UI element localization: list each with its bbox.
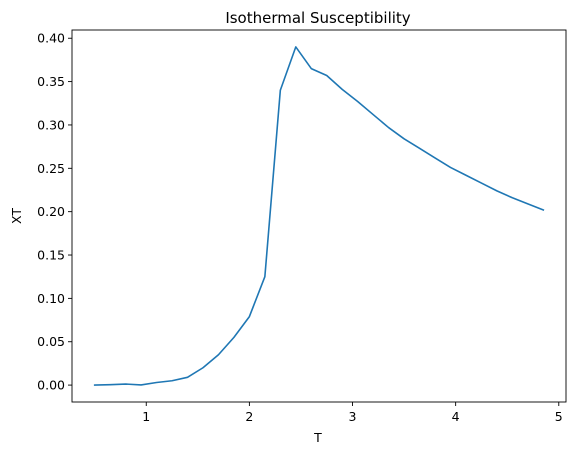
x-tick-label: 3 (349, 409, 357, 424)
y-tick-label: 0.10 (37, 291, 65, 306)
x-tick-label: 1 (142, 409, 150, 424)
y-tick-label: 0.00 (37, 378, 65, 393)
series-line-0 (93, 46, 545, 386)
y-tick-label: 0.20 (37, 204, 65, 219)
y-axis-ticks: 0.00 0.05 0.10 0.15 0.20 0.25 0.30 0.35 0.40 (37, 31, 72, 393)
x-tick-label: 4 (452, 409, 460, 424)
x-axis-ticks: 1 2 3 4 5 (142, 402, 563, 424)
y-tick-label: 0.40 (37, 31, 65, 46)
y-tick-label: 0.25 (37, 161, 65, 176)
y-tick-label: 0.30 (37, 117, 65, 132)
y-tick-label: 0.05 (37, 334, 65, 349)
plot-area (71, 29, 567, 403)
chart-title: Isothermal Susceptibility (225, 9, 410, 27)
x-tick-label: 2 (245, 409, 253, 424)
y-tick-label: 0.35 (37, 74, 65, 89)
y-axis-label: XT (9, 208, 24, 224)
x-tick-label: 5 (555, 409, 563, 424)
x-axis-label: T (313, 430, 322, 445)
y-tick-label: 0.15 (37, 248, 65, 263)
plot-frame (71, 29, 567, 403)
